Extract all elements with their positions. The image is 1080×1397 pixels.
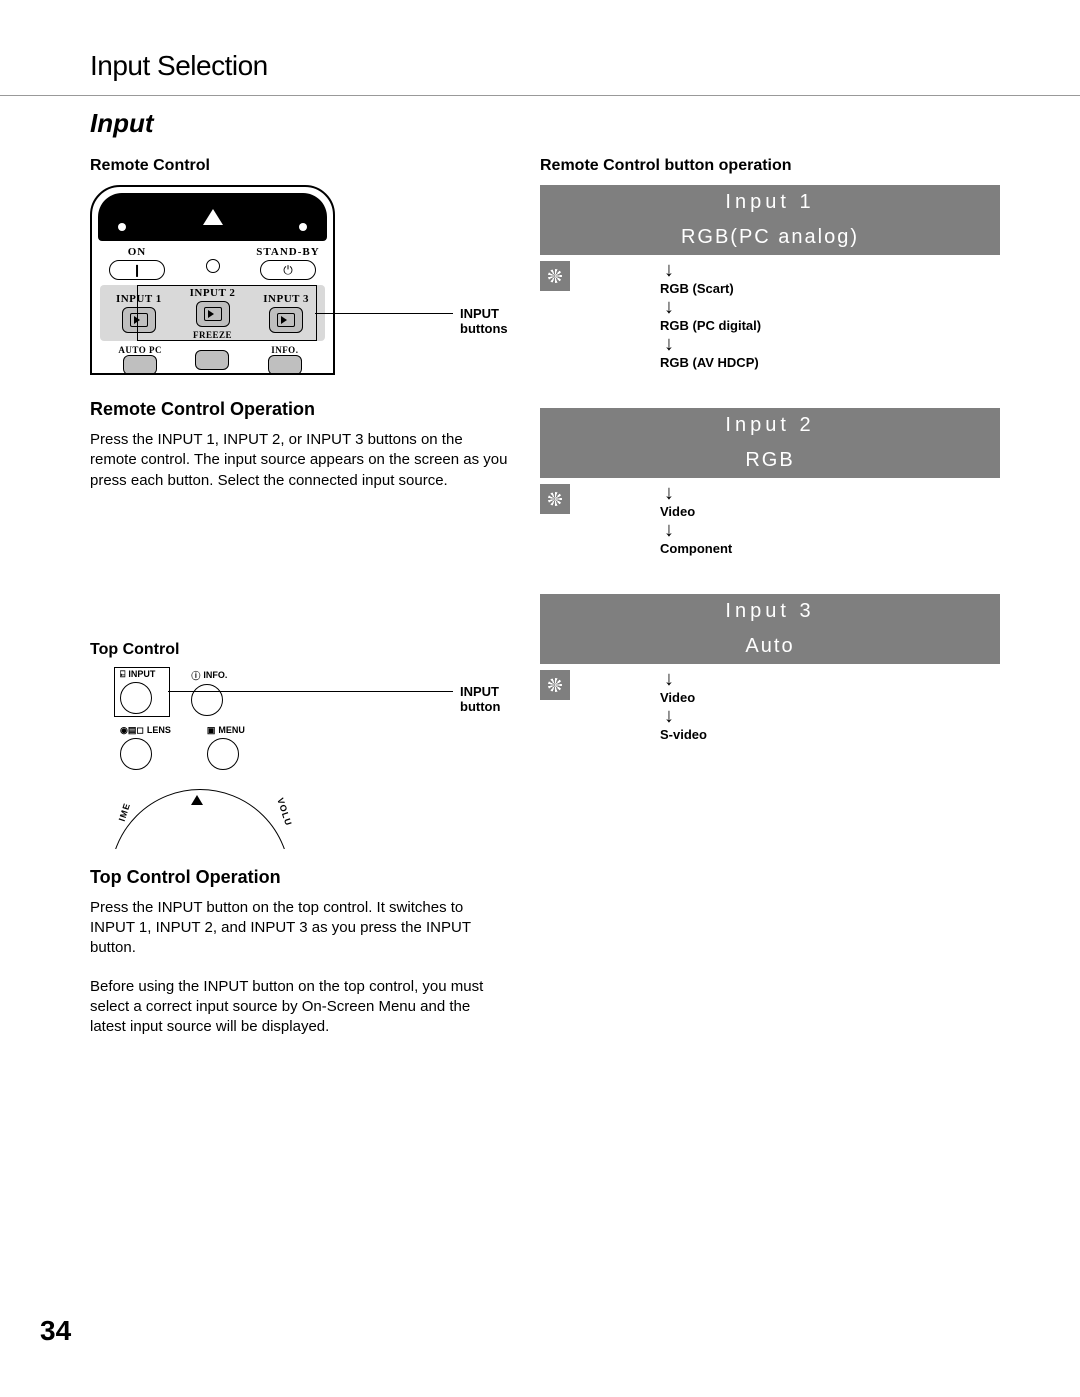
input1-label: INPUT 1 xyxy=(116,293,162,305)
right-heading: Remote Control button operation xyxy=(540,157,1000,175)
processing-icon xyxy=(540,261,570,291)
tc-lens-label: LENS xyxy=(147,725,171,735)
page-number: 34 xyxy=(40,1315,71,1347)
remote-row-inputs: INPUT 1 INPUT 2 FREEZE INPUT 3 xyxy=(100,285,325,341)
top-control-callout-line xyxy=(168,691,453,692)
section-title: Input xyxy=(90,108,1030,139)
tc-info-label: INFO. xyxy=(203,670,227,680)
osd-title: Input 3 xyxy=(540,594,1000,629)
osd-block: Input 1RGB(PC analog) ↓ RGB (Scart) ↓ RGB (P… xyxy=(540,185,1000,370)
osd-option-chain: ↓ RGB (Scart) ↓ RGB (PC digital) ↓ RGB (AV HD… xyxy=(660,261,761,370)
arrow-down-icon: ↓ xyxy=(662,709,676,723)
osd-subtitle: RGB(PC analog) xyxy=(540,220,1000,255)
osd-title: Input 1 xyxy=(540,185,1000,220)
remote-op-body: Press the INPUT 1, INPUT 2, or INPUT 3 b… xyxy=(90,430,510,491)
remote-row-misc: AUTO PC INFO. xyxy=(100,345,325,375)
tc-lens-button xyxy=(120,738,152,770)
standby-button: ⏻ xyxy=(260,260,316,280)
top-control-heading: Top Control xyxy=(90,641,510,659)
left-column: Remote Control ON ❙ xyxy=(90,157,510,1037)
page: Input Selection Input Remote Control ON xyxy=(0,0,1080,1397)
top-op-body-2: Before using the INPUT button on the top… xyxy=(90,977,510,1038)
input3-button xyxy=(269,307,303,333)
top-control-figure: ⍇INPUT ⓘINFO. ◉▤◻LENS xyxy=(90,669,490,849)
tc-info-button xyxy=(191,684,223,716)
remote-row-power: ON ❙ STAND-BY ⏻ xyxy=(100,245,325,281)
standby-label: STAND-BY xyxy=(256,246,319,258)
input2-label: INPUT 2 xyxy=(190,287,236,299)
top-control-row2: ◉▤◻LENS ▣MENU xyxy=(120,725,245,770)
on-label: ON xyxy=(128,246,147,258)
top-control-row1: ⍇INPUT ⓘINFO. xyxy=(120,669,227,716)
osd-body: ↓ Video ↓ S-video xyxy=(540,670,1000,742)
tc-input-label: INPUT xyxy=(128,669,155,679)
osd-option: RGB (PC digital) xyxy=(660,318,761,333)
top-op-heading: Top Control Operation xyxy=(90,867,510,888)
menu-icon: ▣ xyxy=(207,725,216,736)
tc-menu-label: MENU xyxy=(218,725,245,735)
osd-subtitle: RGB xyxy=(540,443,1000,478)
lens-icon: ◉▤◻ xyxy=(120,725,144,736)
arrow-down-icon: ↓ xyxy=(662,337,676,351)
header-rule xyxy=(0,95,1080,96)
osd-option: Video xyxy=(660,504,695,519)
right-column: Remote Control button operation Input 1R… xyxy=(540,157,1000,1037)
page-title: Input Selection xyxy=(90,50,1030,82)
osd-block: Input 2RGB ↓ Video ↓ Component xyxy=(540,408,1000,556)
tc-arc-up-icon xyxy=(191,795,203,805)
top-op-body-1: Press the INPUT button on the top contro… xyxy=(90,898,510,959)
osd-block: Input 3Auto ↓ Video ↓ S-video xyxy=(540,594,1000,742)
osd-option: Component xyxy=(660,541,732,556)
input1-button xyxy=(122,307,156,333)
autopc-button xyxy=(123,355,157,375)
remote-callout-label: INPUT buttons xyxy=(460,306,508,336)
osd-option: Video xyxy=(660,690,695,705)
osd-option: RGB (AV HDCP) xyxy=(660,355,759,370)
input2-button xyxy=(196,301,230,327)
tc-input-button xyxy=(120,682,152,714)
remote-op-heading: Remote Control Operation xyxy=(90,399,510,420)
two-column-layout: Remote Control ON ❙ xyxy=(90,157,1030,1037)
remote-control-heading: Remote Control xyxy=(90,157,510,175)
content-area: Input Remote Control ON ❙ xyxy=(90,108,1030,1037)
autopc-label: AUTO PC xyxy=(118,345,162,355)
arrow-down-icon: ↓ xyxy=(662,672,676,686)
processing-icon xyxy=(540,670,570,700)
tc-menu-button xyxy=(207,738,239,770)
osd-title: Input 2 xyxy=(540,408,1000,443)
info-icon: ⓘ xyxy=(191,669,200,682)
arrow-down-icon: ↓ xyxy=(662,523,676,537)
top-control-callout-label: INPUT button xyxy=(460,684,500,714)
remote-body: ON ❙ STAND-BY ⏻ INPUT 1 xyxy=(90,185,335,375)
info-button xyxy=(268,355,302,375)
osd-container: Input 1RGB(PC analog) ↓ RGB (Scart) ↓ RGB (P… xyxy=(540,185,1000,742)
osd-option: S-video xyxy=(660,727,707,742)
on-button: ❙ xyxy=(109,260,165,280)
remote-top-panel xyxy=(98,193,327,241)
input-icon: ⍇ xyxy=(120,669,125,680)
freeze-label: FREEZE xyxy=(193,330,232,340)
osd-option-chain: ↓ Video ↓ S-video xyxy=(660,670,707,742)
remote-callout-line xyxy=(315,313,453,314)
info-label: INFO. xyxy=(271,345,298,355)
freeze-button xyxy=(195,350,229,370)
osd-body: ↓ Video ↓ Component xyxy=(540,484,1000,556)
input3-label: INPUT 3 xyxy=(263,293,309,305)
arrow-down-icon: ↓ xyxy=(662,263,676,277)
processing-icon xyxy=(540,484,570,514)
osd-option-chain: ↓ Video ↓ Component xyxy=(660,484,732,556)
ir-window-icon xyxy=(206,259,220,273)
remote-control-figure: ON ❙ STAND-BY ⏻ INPUT 1 xyxy=(90,185,490,375)
arrow-down-icon: ↓ xyxy=(662,486,676,500)
osd-option: RGB (Scart) xyxy=(660,281,734,296)
laser-warning-icon xyxy=(203,209,223,225)
osd-subtitle: Auto xyxy=(540,629,1000,664)
osd-body: ↓ RGB (Scart) ↓ RGB (PC digital) ↓ RGB (AV HD… xyxy=(540,261,1000,370)
arrow-down-icon: ↓ xyxy=(662,300,676,314)
